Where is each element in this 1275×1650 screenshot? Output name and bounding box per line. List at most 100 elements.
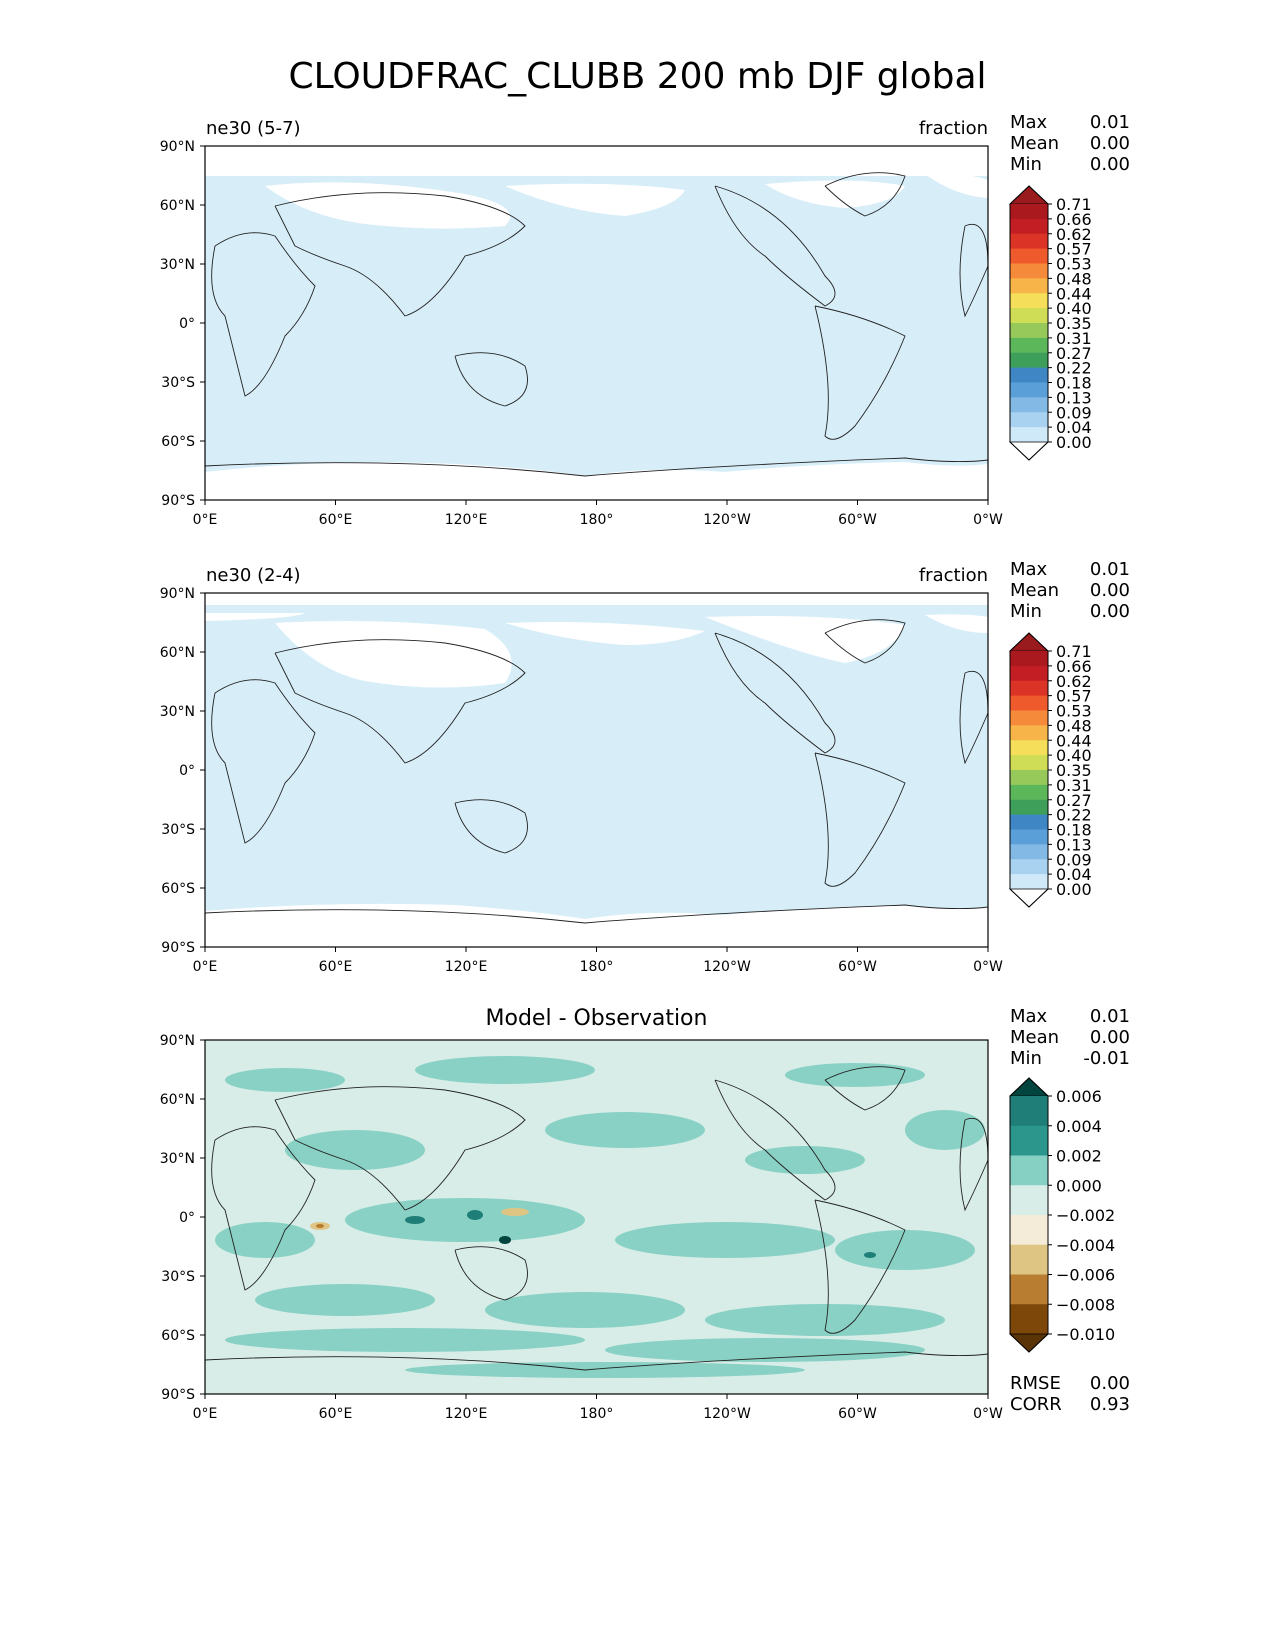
x-tick-label: 120°E [445,1406,488,1422]
colorbar-label: 0.004 [1056,1117,1102,1136]
y-tick-label: 90°N [160,586,195,602]
y-tick-label: 90°N [160,1033,195,1049]
panel-2-colorbar: 0.710.660.620.570.530.480.440.400.350.31… [1008,632,1092,908]
colorbar-bin [1010,412,1048,428]
panel-1-x-ticks: 0°E 60°E 120°E 180° 120°W 60°W 0°W [193,500,1003,528]
colorbar-bin [1010,784,1048,801]
colorbar-bin [1010,248,1048,264]
colorbar-bin [1010,352,1048,369]
panel-2-min-value: 0.00 [1089,601,1130,622]
colorbar-bin [1010,293,1048,309]
panel-1-max-label: Max [1010,112,1048,133]
panel-1-units: fraction [918,118,988,139]
panel-2-max-value: 0.01 [1089,559,1130,580]
x-tick-label: 60°W [838,512,877,528]
colorbar-extend-min [1008,1333,1050,1353]
colorbar-bin [1010,323,1048,339]
colorbar-label: 0.13 [1056,388,1092,407]
panel-3-extreme-spots [310,1208,876,1258]
colorbar-label: 0.31 [1056,776,1092,795]
x-tick-label: 0°W [973,1406,1003,1422]
figure-title: CLOUDFRAC_CLUBB 200 mb DJF global [288,56,987,97]
x-tick-label: 0°W [973,512,1003,528]
panel-1-min-value: 0.00 [1089,154,1130,175]
colorbar-label: 0.002 [1056,1147,1102,1166]
colorbar-bin [1010,263,1048,279]
colorbar-bin [1010,204,1048,220]
panel-1-label: ne30 (5-7) [206,118,301,139]
colorbar-bin [1010,710,1048,726]
colorbar-label: 0.48 [1056,716,1092,735]
panel-1-clear-regions [205,146,988,500]
panel-3-mean-value: 0.00 [1089,1027,1130,1048]
panel-3-mean-label: Mean [1010,1027,1060,1048]
colorbar-label: 0.000 [1056,1176,1102,1195]
colorbar-bin [1010,814,1048,830]
colorbar-bin [1010,218,1048,235]
panel-1-mean-label: Mean [1010,133,1060,154]
y-tick-label: 30°S [161,375,195,391]
y-tick-label: 90°N [160,139,195,155]
colorbar-extend-max [1008,1077,1050,1097]
panel-3-colorbar-labels: 0.006 0.004 0.002 0.000 −0.002 −0.004 −0.006 −0… [1048,1087,1115,1344]
colorbar-label: 0.48 [1056,269,1092,288]
y-tick-label: 30°N [160,704,195,720]
colorbar-bin [1010,725,1048,741]
colorbar-label: 0.13 [1056,835,1092,854]
panel-1-mean-value: 0.00 [1089,133,1130,154]
panel-1-colorbar: 0.710.660.620.570.530.480.440.400.350.31… [1008,185,1092,461]
colorbar-label: 0.44 [1056,284,1092,303]
panel-1-max-value: 0.01 [1089,112,1130,133]
colorbar-label: 0.71 [1056,195,1092,214]
panel-2-mean-label: Mean [1010,580,1060,601]
panel-2-max-label: Max [1010,559,1048,580]
colorbar-label: 0.40 [1056,299,1092,318]
colorbar-bin [1010,740,1048,756]
colorbar-extend-max [1008,632,1050,652]
colorbar-label: 0.53 [1056,702,1092,721]
y-tick-label: 0° [179,1210,195,1226]
colorbar-extend-min [1008,888,1050,908]
panel-2-colorbar-bins [1008,632,1050,908]
x-tick-label: 0°E [193,1406,218,1422]
x-tick-label: 0°E [193,959,218,975]
corr-value: 0.93 [1089,1394,1130,1415]
colorbar-bin [1010,799,1048,816]
panel-2-min-label: Min [1010,601,1042,622]
corr-label: CORR [1010,1394,1062,1415]
x-tick-label: 120°W [703,1406,751,1422]
colorbar-label: 0.66 [1056,657,1092,676]
x-tick-label: 180° [580,512,614,528]
panel-3-coastlines [204,1066,989,1371]
x-tick-label: 180° [580,1406,614,1422]
colorbar-label: 0.09 [1056,403,1092,422]
colorbar-label: 0.44 [1056,731,1092,750]
colorbar-label: 0.62 [1056,225,1092,244]
panel-3-colorbar-bins [1008,1077,1050,1353]
colorbar-label: −0.006 [1056,1266,1115,1285]
colorbar-label: 0.04 [1056,418,1092,437]
colorbar-label: 0.35 [1056,761,1092,780]
colorbar-bin [1010,382,1048,398]
colorbar-label: 0.27 [1056,791,1092,810]
y-tick-label: 60°S [161,881,195,897]
colorbar-bin [1010,1274,1048,1305]
x-tick-label: 0°W [973,959,1003,975]
x-tick-label: 60°W [838,1406,877,1422]
y-tick-label: 30°N [160,257,195,273]
colorbar-label: 0.22 [1056,806,1092,825]
panel-1-y-ticks: 90°N 60°N 30°N 0° 30°S 60°S 90°S [160,139,205,509]
y-tick-label: 0° [179,316,195,332]
colorbar-label: 0.18 [1056,374,1092,393]
panel-3-x-ticks: 0°E 60°E 120°E 180° 120°W 60°W 0°W [193,1394,1003,1422]
colorbar-bin [1010,1185,1048,1216]
panel-3-colorbar: 0.006 0.004 0.002 0.000 −0.002 −0.004 −0.006 −0… [1008,1077,1115,1353]
colorbar-bin [1010,308,1048,324]
colorbar-bin [1010,1244,1048,1275]
colorbar-label: 0.00 [1056,433,1092,452]
y-tick-label: 90°S [161,940,195,956]
colorbar-bin [1010,770,1048,786]
colorbar-bin [1010,844,1048,860]
panel-1-colorbar-labels: 0.710.660.620.570.530.480.440.400.350.31… [1048,195,1092,452]
panel-2-y-ticks: 90°N 60°N 30°N 0° 30°S 60°S 90°S [160,586,205,956]
